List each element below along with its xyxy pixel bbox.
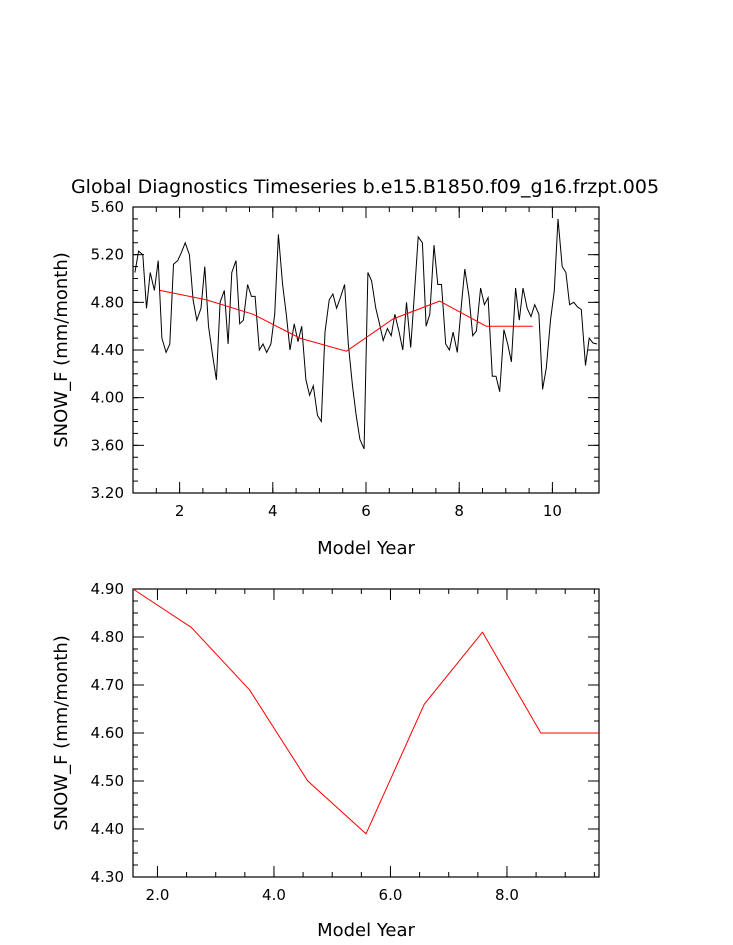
y-tick-label: 3.20 bbox=[91, 484, 124, 502]
y-tick-label: 4.70 bbox=[91, 676, 124, 694]
y-tick-label: 4.60 bbox=[91, 724, 124, 742]
timeseries-chart: Global Diagnostics Timeseries b.e15.B185… bbox=[51, 176, 659, 559]
y-tick-label: 4.80 bbox=[91, 628, 124, 646]
x-tick-labels: 2 4 6 8 10 bbox=[175, 502, 562, 520]
x-axis-label: Model Year bbox=[317, 538, 415, 559]
x-axis-label: Model Year bbox=[317, 920, 415, 941]
y-tick-labels: 3.20 3.60 4.00 4.40 4.80 5.20 5.60 bbox=[91, 198, 124, 502]
y-tick-label: 3.60 bbox=[91, 436, 124, 454]
x-tick-label: 6 bbox=[361, 502, 371, 520]
annual-mean-chart: 4.30 4.40 4.50 4.60 4.70 4.80 4.90 2.0 4.0 6.0 8.… bbox=[51, 580, 600, 941]
y-tick-label: 5.20 bbox=[91, 246, 124, 264]
x-tick-label: 10 bbox=[543, 502, 562, 520]
y-tick-label: 4.30 bbox=[91, 868, 124, 886]
x-tick-label: 4 bbox=[268, 502, 278, 520]
series-line-annual-mean bbox=[159, 289, 533, 352]
series-line-annual-mean bbox=[132, 588, 599, 835]
x-tick-labels: 2.0 4.0 6.0 8.0 bbox=[146, 886, 519, 904]
x-tick-label: 8.0 bbox=[495, 886, 519, 904]
y-tick-label: 4.00 bbox=[91, 389, 124, 407]
series-line-monthly bbox=[134, 218, 598, 450]
x-tick-label: 6.0 bbox=[379, 886, 403, 904]
x-tick-label: 2 bbox=[175, 502, 185, 520]
axis-ticks bbox=[133, 588, 599, 878]
axis-ticks bbox=[132, 206, 600, 494]
y-tick-label: 4.40 bbox=[91, 341, 124, 359]
y-tick-label: 4.80 bbox=[91, 293, 124, 311]
x-tick-label: 2.0 bbox=[146, 886, 170, 904]
y-tick-label: 4.90 bbox=[91, 580, 124, 598]
y-tick-label: 4.40 bbox=[91, 820, 124, 838]
y-axis-label: SNOW_F (mm/month) bbox=[51, 635, 72, 831]
series-group bbox=[134, 218, 598, 450]
y-axis-label: SNOW_F (mm/month) bbox=[51, 252, 72, 448]
y-tick-label: 4.50 bbox=[91, 772, 124, 790]
chart-title: Global Diagnostics Timeseries b.e15.B185… bbox=[71, 176, 659, 198]
x-tick-label: 4.0 bbox=[262, 886, 286, 904]
y-tick-label: 5.60 bbox=[91, 198, 124, 216]
series-group bbox=[132, 588, 599, 835]
y-tick-labels: 4.30 4.40 4.50 4.60 4.70 4.80 4.90 bbox=[91, 580, 124, 886]
x-tick-label: 8 bbox=[454, 502, 464, 520]
